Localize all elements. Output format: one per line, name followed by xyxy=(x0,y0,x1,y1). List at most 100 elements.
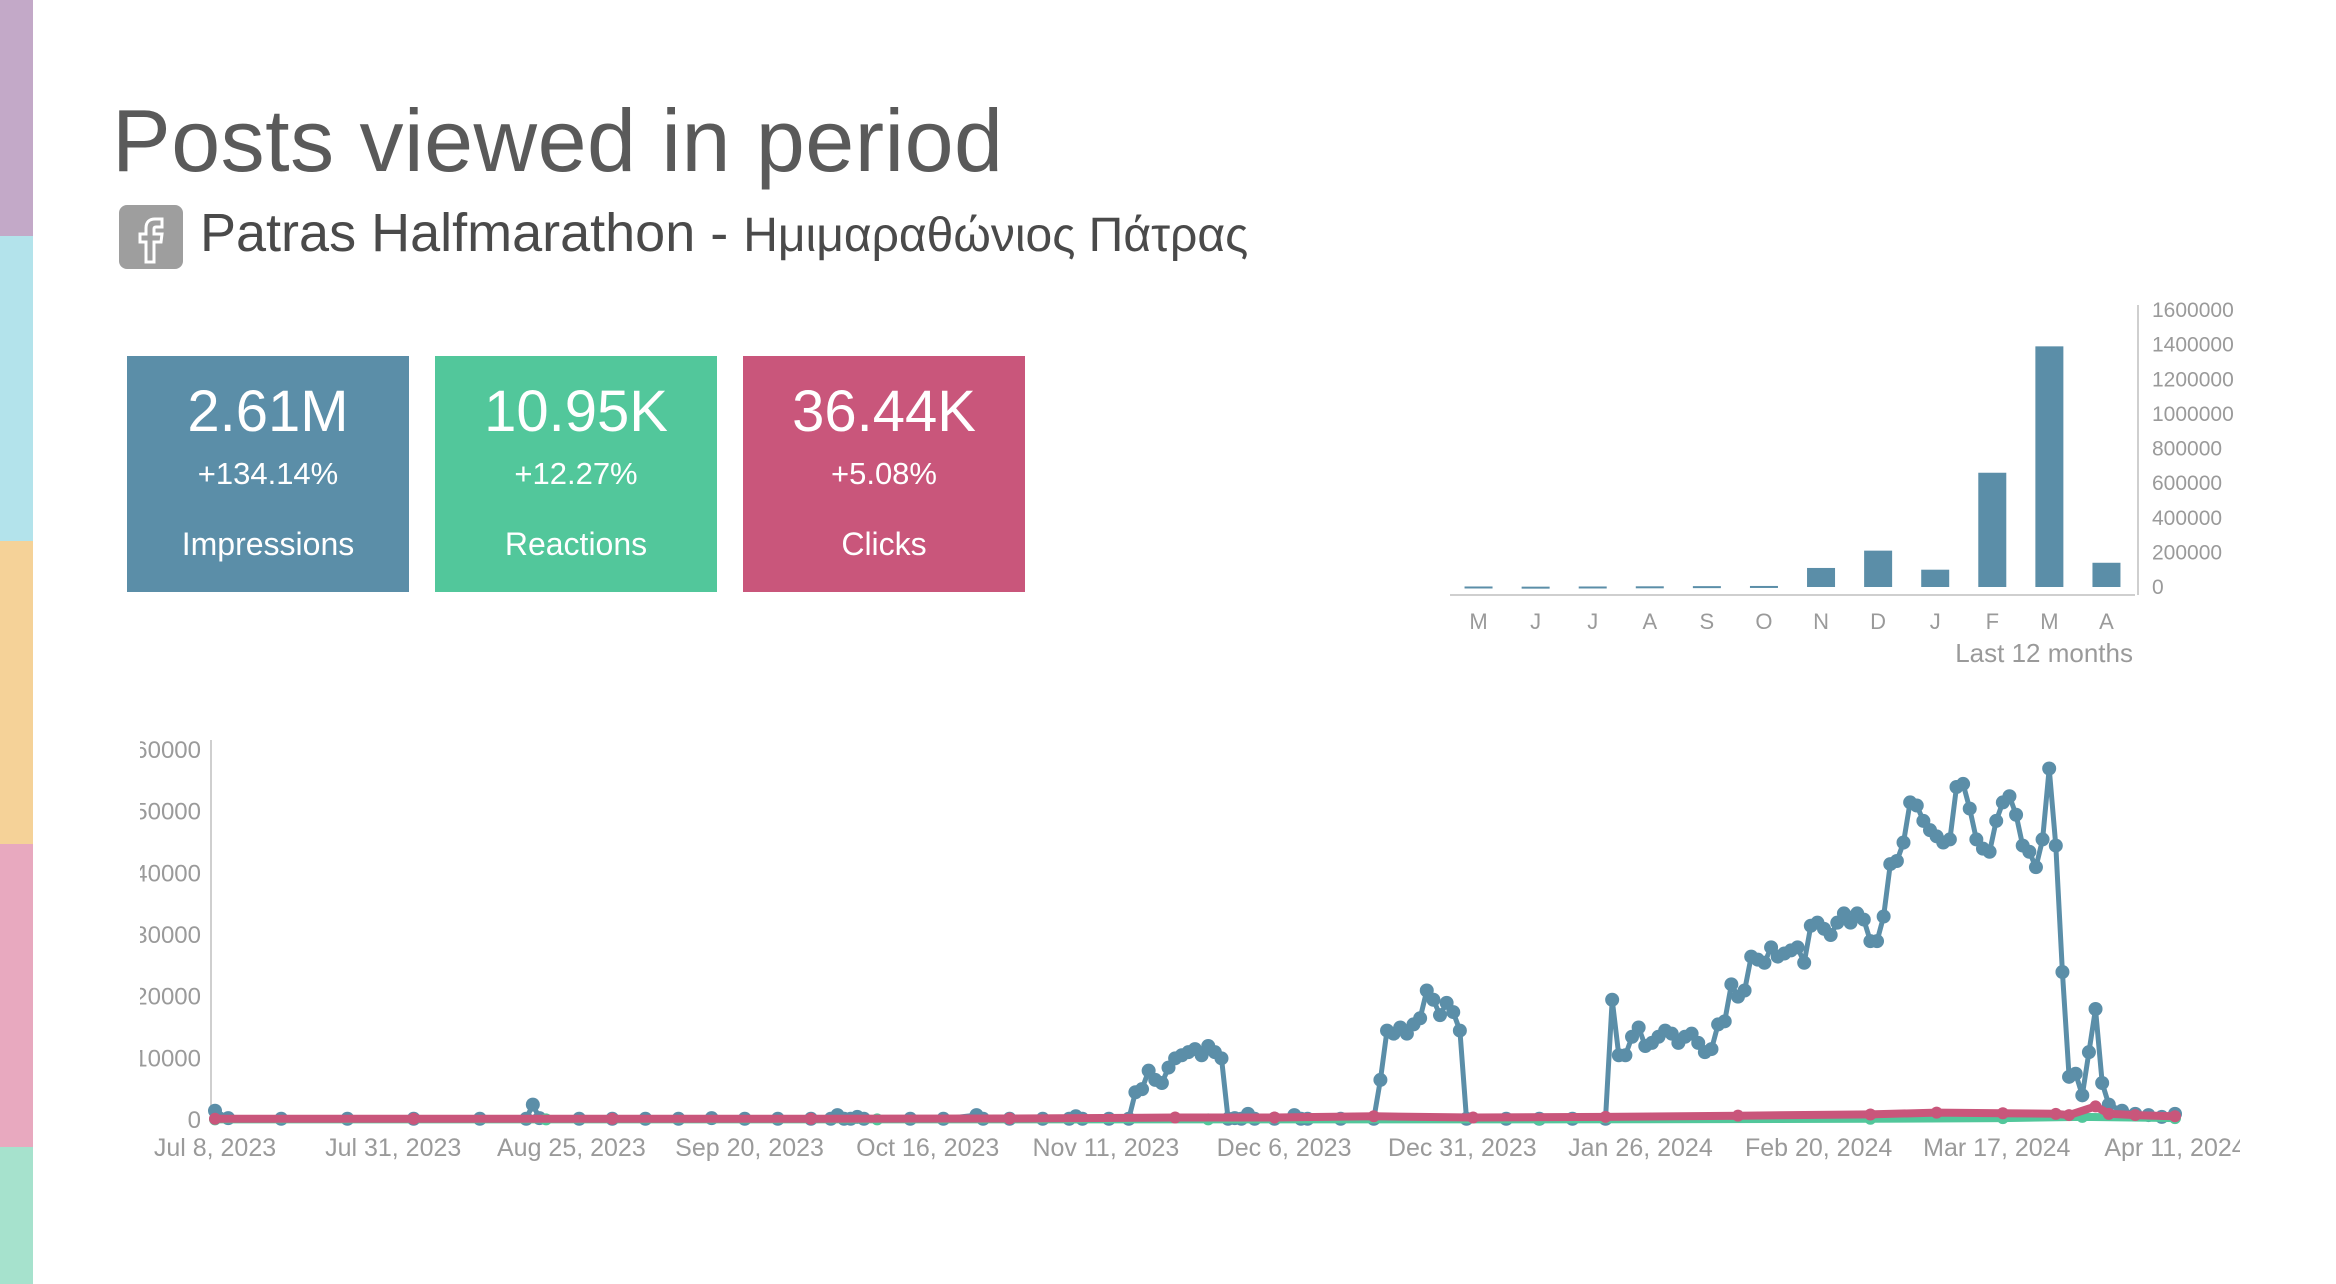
data-point xyxy=(1467,1111,1480,1124)
data-point xyxy=(2035,832,2050,847)
line-y-tick-label: 50000 xyxy=(140,799,201,826)
data-point xyxy=(1757,955,1772,970)
data-point xyxy=(1996,1107,2009,1120)
data-point xyxy=(804,1112,817,1125)
side-strip-segment xyxy=(0,541,33,844)
data-point xyxy=(1214,1051,1229,1066)
bar-x-tick-label: J xyxy=(1530,609,1541,634)
data-point xyxy=(2088,1002,2103,1016)
data-point xyxy=(1823,928,1838,942)
page-name-latin: Patras Halfmarathon - xyxy=(200,203,729,263)
kpi-label: Clicks xyxy=(841,526,927,562)
bar-x-tick-label: F xyxy=(1986,609,1999,634)
kpi-value: 2.61M xyxy=(187,379,349,444)
data-point xyxy=(407,1112,420,1125)
bar-x-tick-label: J xyxy=(1587,609,1598,634)
line-y-tick-label: 20000 xyxy=(140,984,201,1011)
data-point xyxy=(1452,1023,1467,1038)
bar-x-tick-label: S xyxy=(1700,609,1715,634)
side-strip-segment xyxy=(0,844,33,1147)
kpi-change: +134.14% xyxy=(197,456,339,491)
data-point xyxy=(2042,761,2057,776)
line-y-tick-label: 10000 xyxy=(140,1045,201,1072)
line-x-tick-label: Aug 25, 2023 xyxy=(497,1134,646,1162)
bar-y-tick-label: 1400000 xyxy=(2152,334,2234,357)
data-point xyxy=(2169,1110,2181,1123)
line-y-tick-label: 0 xyxy=(188,1107,201,1134)
data-point xyxy=(2009,807,2024,822)
data-point xyxy=(209,1112,221,1125)
data-point xyxy=(2028,860,2043,875)
line-x-tick-label: Nov 11, 2023 xyxy=(1032,1134,1179,1162)
side-strip-segment xyxy=(0,0,33,236)
data-point xyxy=(1154,1076,1169,1090)
data-point xyxy=(1268,1111,1281,1124)
kpi-value: 36.44K xyxy=(792,379,976,444)
bar xyxy=(1978,472,2007,587)
data-point xyxy=(1870,934,1885,949)
data-point xyxy=(2129,1109,2142,1122)
bar xyxy=(1635,586,1664,589)
data-point xyxy=(2002,789,2017,804)
data-point xyxy=(1731,1109,1744,1122)
bar xyxy=(1807,567,1836,587)
bar xyxy=(1578,586,1607,589)
bar-x-tick-label: M xyxy=(1469,609,1487,634)
line-x-tick-label: Jul 8, 2023 xyxy=(154,1134,276,1162)
series-line-clicks xyxy=(215,1102,2176,1123)
bar-x-tick-label: J xyxy=(1930,609,1941,634)
side-strip-segment xyxy=(0,236,33,541)
data-point xyxy=(1169,1111,1182,1124)
kpi-impressions: 2.61M +134.14% Impressions xyxy=(127,356,409,592)
bar-y-tick-label: 0 xyxy=(2152,576,2164,599)
line-y-tick-label: 60000 xyxy=(140,737,201,764)
data-point xyxy=(1426,992,1441,1007)
data-point xyxy=(2081,1045,2096,1060)
data-point xyxy=(1982,844,1997,859)
line-x-tick-label: Mar 17, 2024 xyxy=(1923,1134,2070,1162)
bar-y-tick-label: 1000000 xyxy=(2152,403,2234,426)
data-point xyxy=(2048,838,2063,853)
line-x-tick-label: Oct 16, 2023 xyxy=(856,1134,999,1162)
data-point xyxy=(2022,844,2037,859)
bar-y-tick-label: 1200000 xyxy=(2152,368,2234,391)
bar-x-tick-label: N xyxy=(1813,609,1829,634)
bar-y-tick-label: 400000 xyxy=(2152,507,2222,530)
kpi-clicks: 36.44K +5.08% Clicks xyxy=(743,356,1025,592)
kpi-label: Impressions xyxy=(181,526,355,562)
kpi-reactions: 10.95K +12.27% Reactions xyxy=(435,356,717,592)
line-x-tick-label: Sep 20, 2023 xyxy=(675,1134,824,1162)
bar xyxy=(2035,346,2064,587)
bar-x-tick-label: A xyxy=(1642,609,1657,634)
page-name: Patras Halfmarathon - Ημιμαραθώνιος Πάτρ… xyxy=(200,202,1248,264)
data-point xyxy=(1717,1014,1732,1029)
bar-x-tick-label: M xyxy=(2040,609,2058,634)
line-x-tick-label: Jul 31, 2023 xyxy=(325,1134,461,1162)
bar xyxy=(1749,585,1778,588)
page-name-greek: Ημιμαραθώνιος Πάτρας xyxy=(743,209,1249,262)
data-point xyxy=(606,1112,619,1125)
data-point xyxy=(1790,940,1805,955)
data-point xyxy=(1942,832,1957,847)
data-point xyxy=(1909,798,1924,813)
data-point xyxy=(1433,1008,1447,1023)
bar-x-tick-label: O xyxy=(1755,609,1772,634)
bar-x-tick-label: D xyxy=(1870,609,1886,634)
bar xyxy=(2092,562,2121,587)
data-point xyxy=(2063,1109,2076,1122)
data-point xyxy=(1631,1020,1646,1035)
bar xyxy=(1864,550,1893,587)
line-y-tick-label: 30000 xyxy=(140,922,201,949)
line-x-tick-label: Apr 11, 2024 xyxy=(2104,1134,2240,1162)
data-point xyxy=(1618,1048,1633,1063)
data-point xyxy=(1446,1005,1461,1020)
data-point xyxy=(1930,1106,1943,1119)
data-point xyxy=(1989,813,2004,828)
data-point xyxy=(1797,955,1812,970)
data-point xyxy=(1704,1042,1719,1057)
bar-y-tick-label: 200000 xyxy=(2152,541,2222,564)
line-y-tick-label: 40000 xyxy=(140,860,201,887)
kpi-label: Reactions xyxy=(504,526,648,562)
data-point xyxy=(1135,1082,1150,1097)
